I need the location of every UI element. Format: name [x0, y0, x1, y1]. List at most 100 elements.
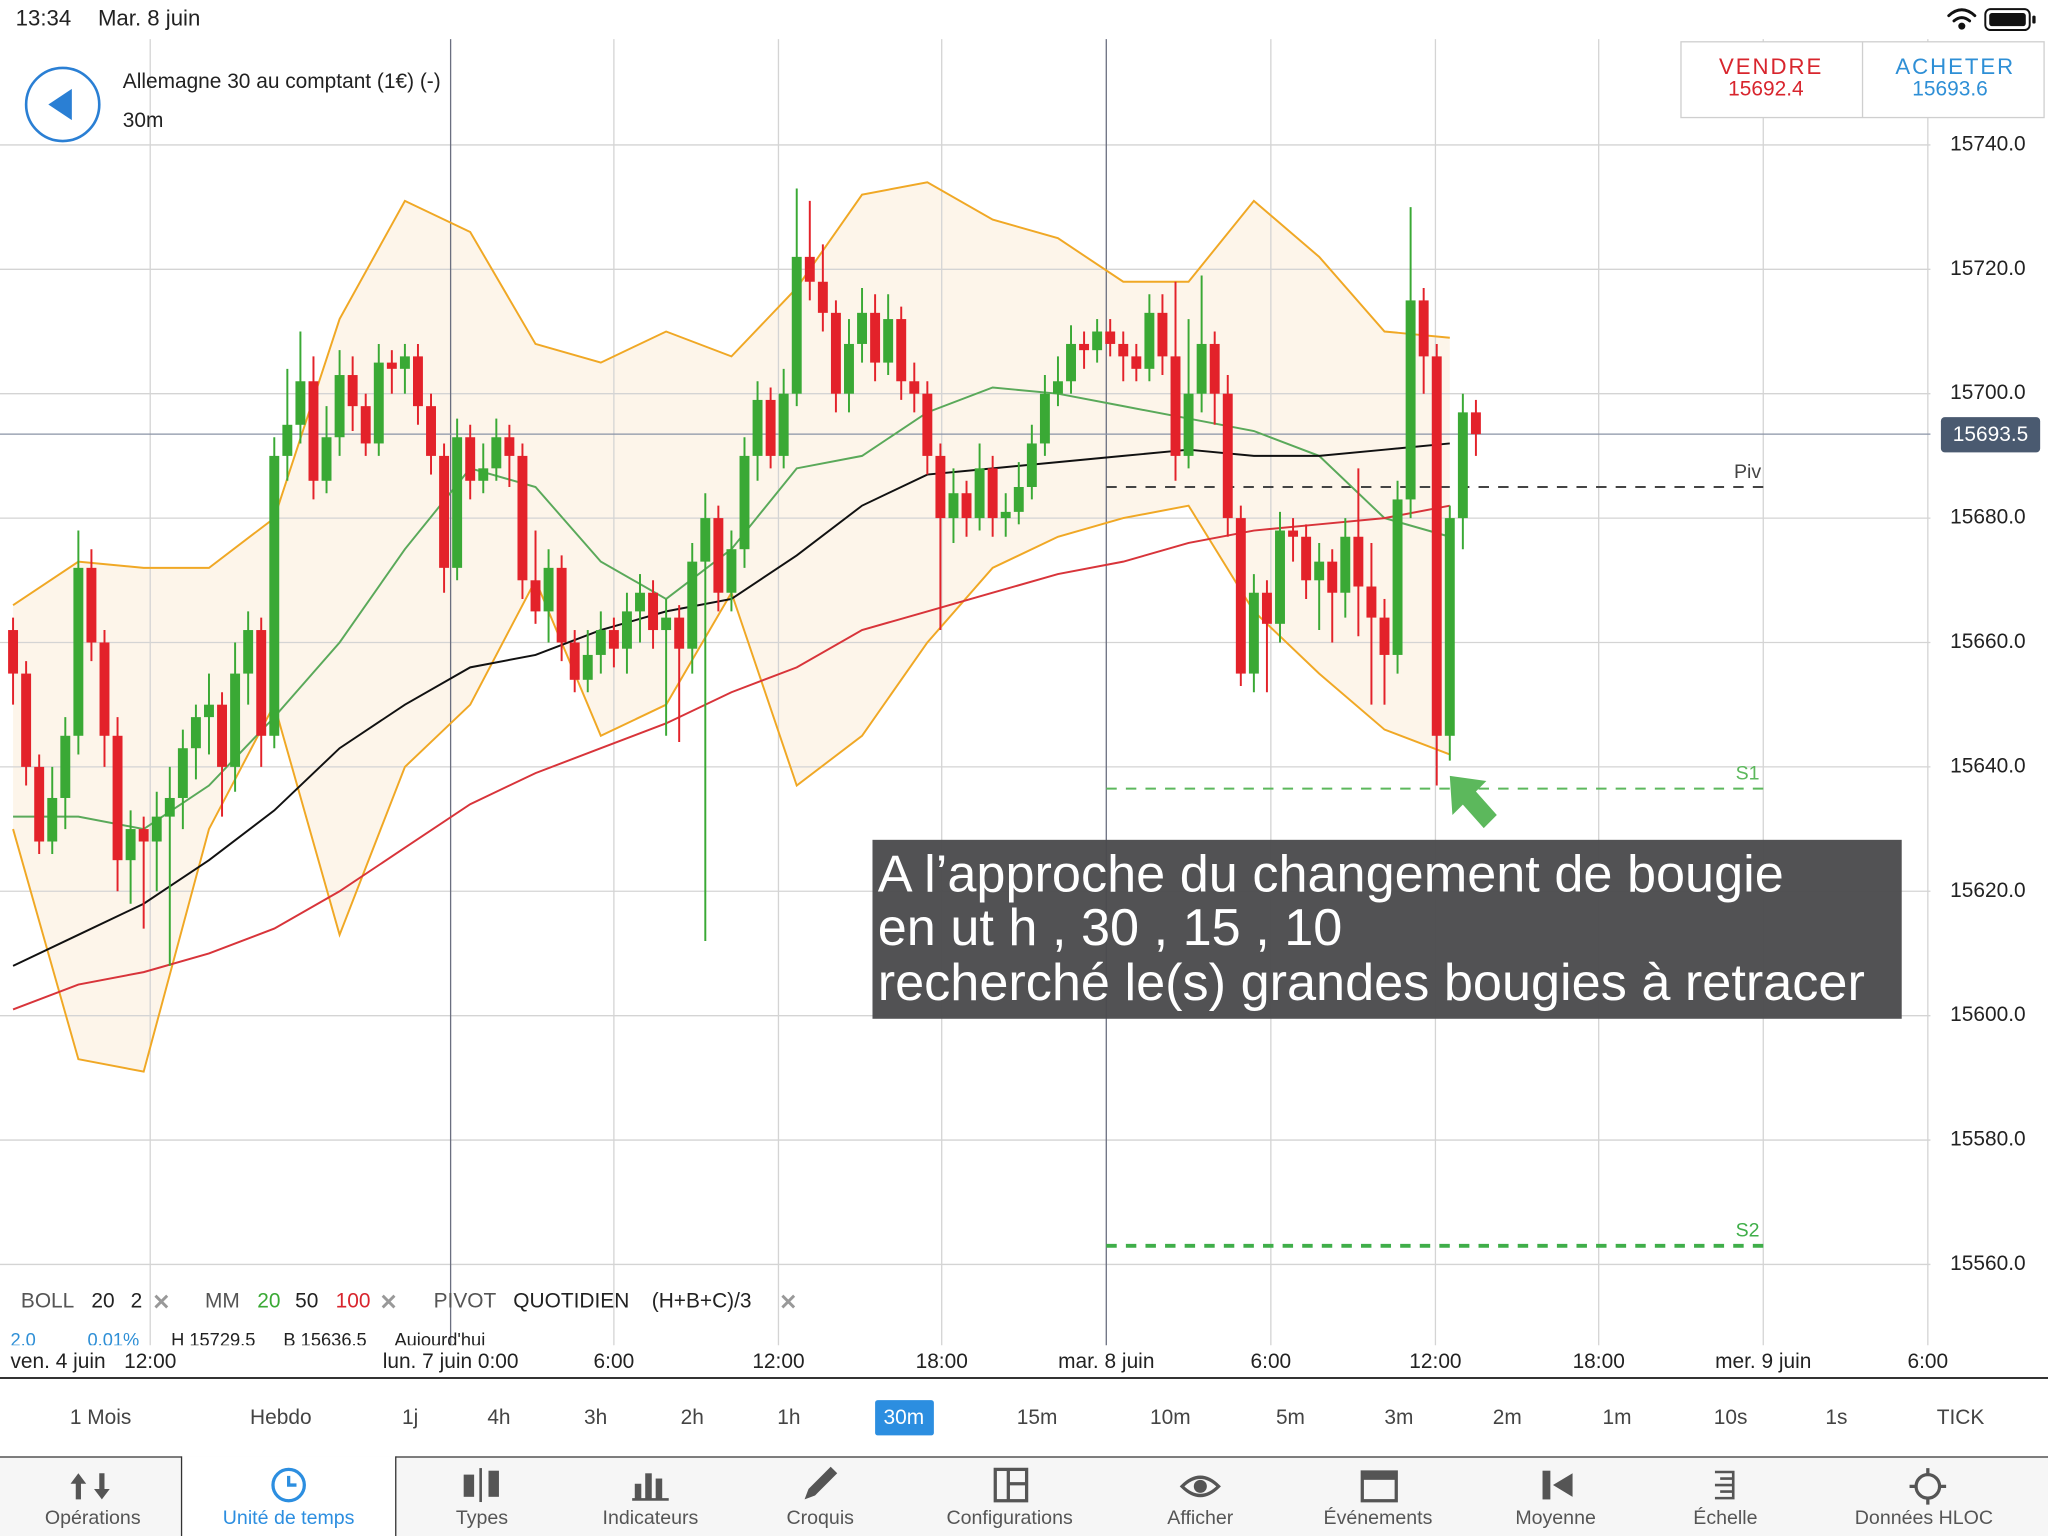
tab-icons [70, 1466, 1947, 1505]
tab-label[interactable]: Événements [1324, 1506, 1433, 1529]
candle-body [1418, 300, 1429, 357]
candle-body [752, 399, 763, 456]
y-tick-label: 15620.0 [1950, 879, 2025, 902]
candle-body [608, 630, 619, 649]
tab-label[interactable]: Croquis [787, 1507, 855, 1529]
remove-icon[interactable] [381, 1294, 396, 1309]
candle-body [909, 381, 920, 394]
candle [765, 387, 776, 469]
sell-label[interactable]: VENDRE [1719, 54, 1823, 79]
remove-icon[interactable] [781, 1294, 796, 1309]
candle-body [1026, 443, 1037, 487]
y-tick-label: 15740.0 [1950, 132, 2025, 155]
candle [1026, 424, 1037, 500]
candle [752, 381, 763, 481]
candle-body [504, 437, 515, 456]
candle-body [791, 256, 802, 394]
candle [190, 704, 201, 780]
candle-body [491, 437, 502, 469]
timeframe-option[interactable]: Hebdo [250, 1406, 312, 1429]
back-button[interactable] [24, 66, 101, 143]
tab-label[interactable]: Données HLOC [1855, 1507, 1993, 1529]
candle-body [373, 362, 384, 444]
timeframe-option[interactable]: 15m [1017, 1406, 1058, 1429]
y-tick-label: 15640.0 [1950, 754, 2025, 777]
y-tick-label: 15580.0 [1950, 1128, 2025, 1151]
candle [608, 617, 619, 668]
candle [804, 200, 815, 301]
candle [282, 368, 293, 481]
wifi-icon [1947, 8, 1977, 30]
legend-text: 100 [336, 1290, 371, 1313]
timeframe-option[interactable]: 1j [402, 1406, 418, 1429]
candle-body [1092, 331, 1103, 351]
buy-button[interactable]: ACHETER 15693.6 [1895, 54, 2015, 101]
legend-text: 20 [91, 1290, 114, 1313]
candle [1366, 542, 1377, 705]
candle [857, 287, 868, 363]
x-tick-label: 18:00 [916, 1350, 968, 1373]
timeframe-option[interactable]: 5m [1276, 1406, 1305, 1429]
tab-label[interactable]: Échelle [1693, 1506, 1757, 1529]
timeframe-option[interactable]: TICK [1937, 1406, 1985, 1429]
candle [1013, 462, 1024, 525]
candle [870, 294, 881, 382]
tab-label[interactable]: Afficher [1167, 1507, 1233, 1529]
candle [700, 493, 711, 942]
timeframe-option[interactable]: 3h [584, 1406, 607, 1429]
buy-price[interactable]: 15693.6 [1912, 78, 1987, 101]
timeframe-option[interactable]: 2h [681, 1406, 704, 1429]
timeframe-option[interactable]: 2m [1493, 1406, 1522, 1429]
candle [830, 300, 841, 413]
candle [635, 574, 645, 643]
tab-label[interactable]: Indicateurs [603, 1507, 699, 1529]
tab-label[interactable]: Moyenne [1515, 1507, 1596, 1529]
timeframe-option[interactable]: 1m [1602, 1406, 1631, 1429]
tab-label[interactable]: Configurations [947, 1507, 1073, 1529]
candle [230, 642, 241, 792]
candle-body [256, 630, 267, 736]
candle [1196, 275, 1207, 413]
candle-body [1392, 499, 1403, 655]
buy-label[interactable]: ACHETER [1895, 54, 2015, 79]
candle-body [321, 437, 332, 481]
candle [1418, 287, 1429, 394]
candle-body [687, 561, 698, 649]
tab-label[interactable]: Unité de temps [223, 1507, 355, 1529]
candle-body [987, 468, 998, 519]
pivot-label: S2 [1736, 1220, 1760, 1242]
candle [1144, 294, 1155, 382]
legend-text: 50 [295, 1290, 318, 1313]
indicator-line [12, 181, 1450, 606]
candle [1170, 281, 1181, 481]
candle [34, 754, 45, 854]
candle [1092, 319, 1103, 363]
tab-label[interactable]: Types [456, 1507, 508, 1529]
sell-button[interactable]: VENDRE 15692.4 [1719, 54, 1823, 101]
candle-body [961, 493, 972, 519]
candle-body [778, 393, 789, 456]
tab-label[interactable]: Opérations [45, 1507, 141, 1529]
candle-body [700, 518, 711, 562]
candle [1039, 375, 1050, 456]
candle-body [177, 748, 188, 798]
candle-body [282, 424, 293, 456]
timeframe-option[interactable]: 1h [777, 1406, 800, 1429]
remove-icon[interactable] [154, 1294, 169, 1309]
timeframe-option[interactable]: 1 Mois [70, 1406, 131, 1429]
instrument-timeframe: 30m [123, 109, 164, 132]
timeframe-option[interactable]: 10s [1714, 1406, 1748, 1429]
timeframe-option[interactable]: 10m [1150, 1406, 1191, 1429]
indicator-stats: 2.0 0.01% H 15729.5 B 15636.5 Aujourd'hu… [10, 1329, 485, 1345]
candle [687, 542, 698, 674]
timeframe-option[interactable]: 1s [1825, 1406, 1847, 1429]
timeframe-option[interactable]: 30m [884, 1406, 925, 1429]
candle-body [86, 567, 97, 643]
sell-price[interactable]: 15692.4 [1728, 78, 1803, 101]
timeframe-option[interactable]: 4h [487, 1406, 510, 1429]
timeframe-option[interactable]: 3m [1384, 1406, 1413, 1429]
candle [1235, 505, 1246, 687]
candle [308, 356, 319, 500]
candle-body [922, 393, 933, 456]
annotation-line: A l’approche du changement de bougie [878, 846, 1784, 904]
